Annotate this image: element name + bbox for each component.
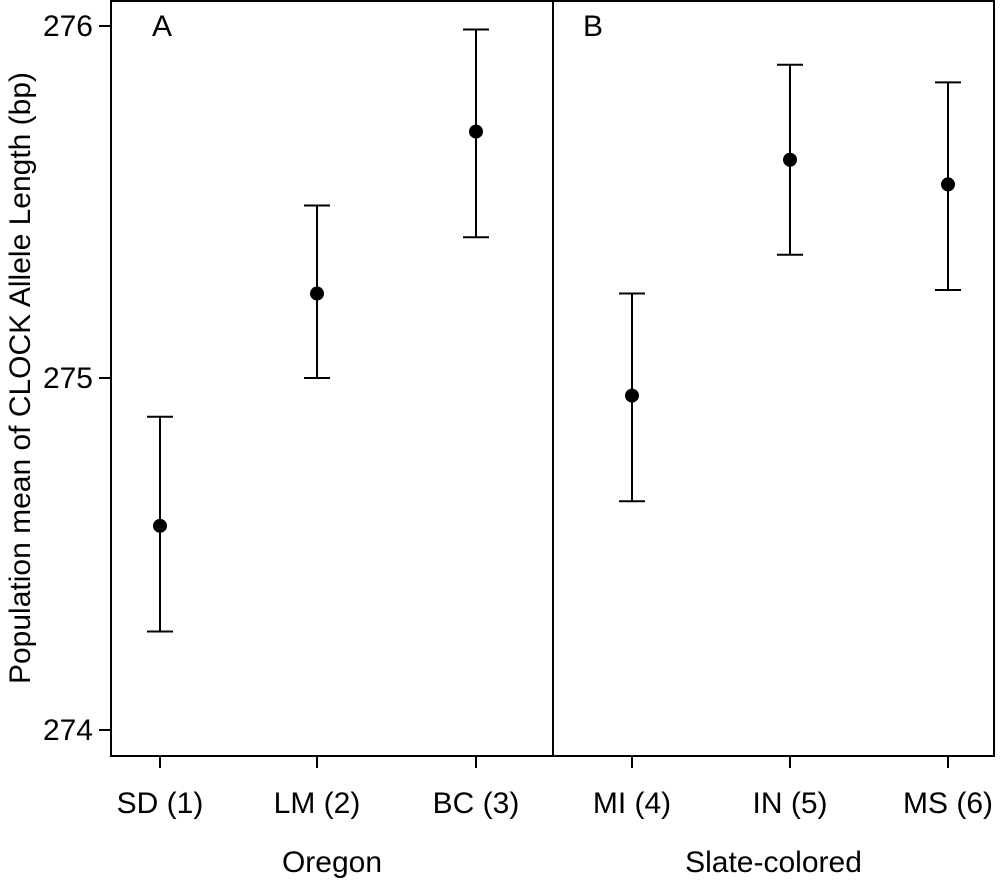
panel-label: B	[583, 10, 603, 43]
y-tick-label: 274	[43, 714, 93, 747]
x-tick-label: BC (3)	[433, 787, 520, 820]
data-point	[469, 124, 483, 139]
data-point	[941, 177, 955, 192]
y-tick-label: 276	[43, 10, 93, 43]
plot-area: 274 275 276 A Oregon SD (1) LM (2) BC (3) B Slate…	[43, 0, 995, 879]
x-tick-label: IN (5)	[753, 787, 828, 820]
group-label: Slate-colored	[685, 846, 862, 879]
x-tick-label: MS (6)	[903, 787, 993, 820]
group-label: Oregon	[282, 846, 382, 879]
data-point	[153, 518, 167, 533]
data-point	[625, 388, 639, 403]
data-point	[310, 286, 324, 301]
y-tick-label: 275	[43, 362, 93, 395]
data-point	[783, 152, 797, 167]
x-tick-label: SD (1)	[117, 787, 204, 820]
x-tick-label: LM (2)	[274, 787, 361, 820]
panel-label: A	[152, 10, 172, 43]
x-tick-label: MI (4)	[593, 787, 671, 820]
y-axis-title: Population mean of CLOCK Allele Length (…	[4, 72, 37, 684]
